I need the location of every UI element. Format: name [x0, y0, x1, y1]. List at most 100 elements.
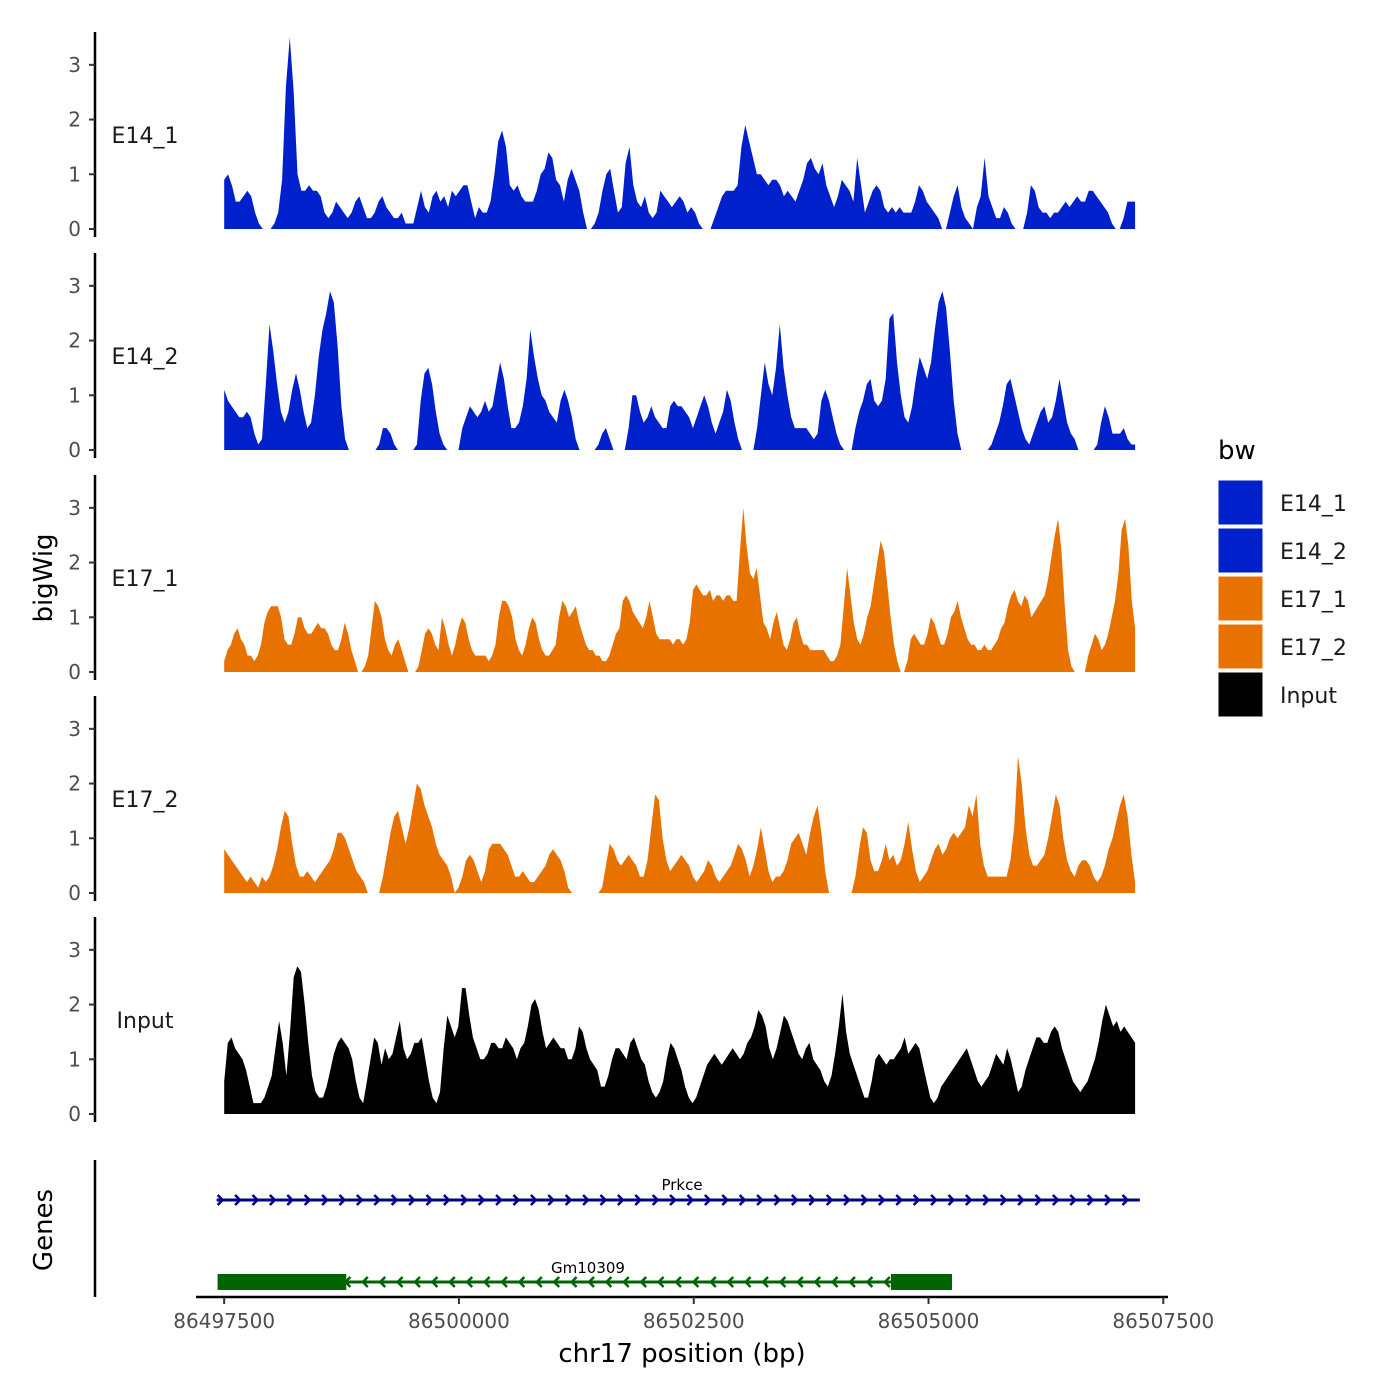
strand-chevron: [1034, 1194, 1043, 1206]
strand-chevron: [813, 1276, 822, 1288]
legend-key-e17-1: [1217, 575, 1264, 622]
strand-chevron: [691, 1276, 700, 1288]
legend-key-e14-1: [1217, 479, 1264, 526]
track-e17-1: 0 1 2 3 E17_1: [68, 475, 1136, 684]
strand-chevron: [860, 1194, 869, 1206]
y-tick-label: 3: [68, 938, 81, 962]
strand-chevron: [930, 1194, 938, 1206]
gene-gm10309: Gm10309: [217, 1259, 952, 1290]
strand-chevron: [477, 1194, 486, 1206]
x-tick-label: 86502500: [643, 1309, 745, 1333]
legend-title: bw: [1218, 436, 1256, 466]
gene-exon: [890, 1274, 952, 1290]
x-axis-title: chr17 position (bp): [558, 1339, 805, 1369]
track-e14-2: 0 1 2 3 E14_2: [68, 253, 1136, 462]
strand-chevron: [843, 1194, 851, 1206]
strand-chevron: [1069, 1194, 1078, 1206]
legend-label-e17-2: E17_2: [1280, 636, 1347, 661]
strand-chevron: [912, 1194, 921, 1206]
legend: bw E14_1 E14_2 E17_1 E17_2 Input: [1217, 436, 1347, 718]
track-label-e14-2: E14_2: [112, 345, 179, 370]
strand-chevron: [1086, 1194, 1095, 1206]
y-tick-label: 0: [68, 438, 81, 462]
y-tick-label: 0: [68, 1102, 81, 1126]
y-tick-label: 1: [68, 1047, 81, 1071]
y-tick-label: 0: [68, 881, 81, 905]
area-series-e17-1: [224, 507, 1136, 672]
y-tick-label: 2: [68, 551, 81, 575]
strand-chevron: [413, 1276, 421, 1288]
x-tick-label: 86500000: [408, 1309, 510, 1333]
strand-chevron: [569, 1276, 578, 1288]
y-tick-label: 2: [68, 108, 81, 132]
strand-chevron: [616, 1194, 625, 1206]
strand-chevron: [547, 1194, 556, 1206]
strand-chevron: [552, 1276, 561, 1288]
strand-chevron: [703, 1194, 712, 1206]
y-tick-label: 0: [68, 217, 81, 241]
genes-panel: Prkce Gm10309: [93, 1160, 1140, 1297]
x-axis: 86497500 86500000 86502500 86505000 86507500: [173, 1295, 1214, 1333]
y-tick-label: 2: [68, 993, 81, 1017]
y-tick-label: 1: [68, 383, 81, 407]
strand-chevron: [1121, 1194, 1130, 1206]
strand-chevron: [425, 1194, 434, 1206]
strand-chevron: [465, 1276, 474, 1288]
strand-chevron: [865, 1276, 874, 1288]
legend-label-e17-1: E17_1: [1280, 588, 1347, 613]
strand-chevron: [587, 1276, 595, 1288]
strand-chevron: [796, 1276, 804, 1288]
y-axis-title: bigWig: [29, 533, 59, 622]
track-panels: 0 1 2 3 E14_1 0 1 2 3 E14_2 0 1 2 3 E17_1 0 1 2 3 E17_2 0 1 2 3…: [68, 32, 1136, 1126]
legend-label-input: Input: [1280, 684, 1337, 709]
strand-chevron: [656, 1276, 665, 1288]
strand-chevron: [582, 1194, 590, 1206]
strand-chevron: [1104, 1194, 1112, 1206]
strand-chevron: [669, 1194, 677, 1206]
strand-chevron: [982, 1194, 991, 1206]
track-label-e17-2: E17_2: [112, 788, 179, 813]
strand-chevron: [604, 1276, 613, 1288]
strand-chevron: [338, 1194, 347, 1206]
strand-chevron: [709, 1276, 717, 1288]
strand-chevron: [500, 1276, 508, 1288]
gene-label-prkce: Prkce: [661, 1176, 702, 1194]
strand-chevron: [743, 1276, 752, 1288]
strand-chevron: [517, 1276, 526, 1288]
strand-chevron: [286, 1194, 295, 1206]
x-tick-label: 86497500: [173, 1309, 275, 1333]
strand-chevron: [321, 1194, 329, 1206]
x-tick-label: 86505000: [878, 1309, 980, 1333]
strand-chevron: [773, 1194, 782, 1206]
strand-chevron: [726, 1276, 735, 1288]
track-e17-2: 0 1 2 3 E17_2: [68, 696, 1136, 905]
y-tick-label: 1: [68, 162, 81, 186]
legend-key-e17-2: [1217, 623, 1264, 670]
strand-chevron: [482, 1276, 491, 1288]
strand-chevron: [460, 1194, 469, 1206]
strand-chevron: [234, 1194, 242, 1206]
strand-chevron: [808, 1194, 817, 1206]
y-tick-label: 1: [68, 826, 81, 850]
strand-chevron: [408, 1194, 416, 1206]
strand-chevron: [599, 1194, 608, 1206]
strand-chevron: [512, 1194, 521, 1206]
track-input: 0 1 2 3 Input: [68, 917, 1136, 1126]
track-label-input: Input: [117, 1009, 174, 1034]
legend-key-e14-2: [1217, 527, 1264, 574]
y-tick-label: 3: [68, 53, 81, 77]
y-tick-label: 3: [68, 717, 81, 741]
strand-chevron: [634, 1194, 643, 1206]
strand-chevron: [825, 1194, 834, 1206]
strand-chevron: [738, 1194, 747, 1206]
strand-chevron: [895, 1194, 904, 1206]
track-label-e14-1: E14_1: [112, 124, 179, 149]
strand-chevron: [448, 1276, 456, 1288]
strand-chevron: [830, 1276, 839, 1288]
strand-chevron: [651, 1194, 660, 1206]
strand-chevron: [361, 1276, 369, 1288]
area-series-e14-2: [224, 291, 1136, 450]
strand-chevron: [529, 1194, 538, 1206]
strand-chevron: [639, 1276, 648, 1288]
